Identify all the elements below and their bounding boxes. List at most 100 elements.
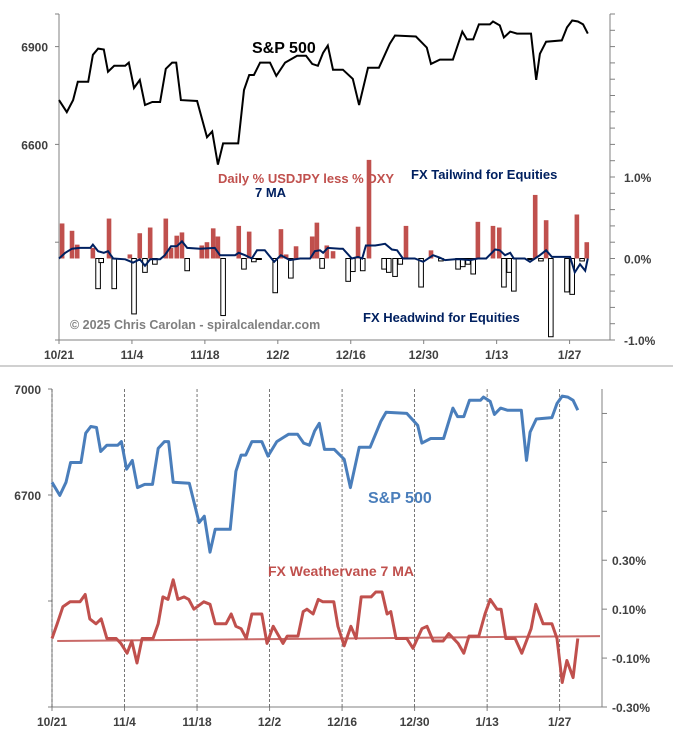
weathervane-line <box>50 578 580 684</box>
x-tick-label: 12/2 <box>266 348 290 362</box>
bar-negative <box>381 258 387 270</box>
sp500-label: S&P 500 <box>368 490 432 507</box>
bar-negative <box>470 258 476 275</box>
bar-negative <box>459 258 466 268</box>
ma-label: 7 MA <box>255 185 287 200</box>
bar-positive <box>330 251 336 259</box>
bar-negative <box>319 258 325 269</box>
bar-positive <box>236 225 242 259</box>
x-tick-label: 10/21 <box>44 348 74 362</box>
bar-positive <box>106 218 112 259</box>
bar-positive <box>278 229 284 259</box>
bar-negative <box>564 258 570 293</box>
bar-negative <box>251 258 257 263</box>
right-axis-label: 0.0% <box>624 253 652 267</box>
right-axis-label: 0.30% <box>612 554 646 568</box>
bar-negative <box>501 258 507 288</box>
bar-positive <box>403 225 409 259</box>
x-tick-label: 12/16 <box>327 715 357 729</box>
bar-positive <box>210 228 216 259</box>
left-axis-label: 6900 <box>21 41 48 55</box>
bar-negative <box>397 258 404 265</box>
bar-positive <box>366 159 372 259</box>
sp500-label: S&P 500 <box>252 40 316 57</box>
bar-negative <box>220 258 226 317</box>
x-tick-label: 1/13 <box>485 348 509 362</box>
bar-positive <box>324 245 330 259</box>
weathervane-label: FX Weathervane 7 MA <box>268 563 414 579</box>
bar-negative <box>538 258 544 262</box>
bar-positive <box>137 233 143 259</box>
bar-negative <box>350 258 356 273</box>
x-tick-label: 11/18 <box>182 715 212 729</box>
bar-positive <box>532 194 538 259</box>
bar-positive <box>543 220 549 259</box>
bar-negative <box>345 258 351 282</box>
bar-positive <box>574 214 580 259</box>
x-tick-label: 11/18 <box>190 348 220 362</box>
bar-positive <box>90 247 96 259</box>
bar-negative <box>465 258 471 265</box>
left-axis-label: 6700 <box>14 489 41 503</box>
bar-negative <box>111 258 118 290</box>
right-axis-label: -0.10% <box>612 652 650 666</box>
bar-negative <box>548 258 554 338</box>
bottom-chart: 10/21 11/4 11/18 12/2 12/16 12/30 1/13 1/27 7000… <box>14 383 650 729</box>
bar-positive <box>496 227 502 259</box>
x-tick-label: 1/27 <box>548 715 572 729</box>
bar-positive <box>475 221 481 259</box>
bar-positive <box>490 225 496 259</box>
x-tick-label: 1/13 <box>475 715 499 729</box>
x-tick-label: 1/27 <box>558 348 582 362</box>
headwind-label: FX Headwind for Equities <box>363 310 520 325</box>
x-tick-label: 12/30 <box>409 348 439 362</box>
bar-negative <box>579 258 585 262</box>
x-tick-label: 10/21 <box>37 715 67 729</box>
bar-negative <box>418 258 424 288</box>
sp500-line <box>58 19 589 165</box>
bar-negative <box>256 258 262 260</box>
bar-negative <box>569 258 575 295</box>
x-tick-label: 12/30 <box>400 715 430 729</box>
bar-positive <box>69 230 75 259</box>
bar-negative <box>385 258 392 273</box>
right-axis-label: -0.30% <box>612 701 650 715</box>
bar-negative <box>241 258 247 270</box>
bar-positive <box>355 226 361 259</box>
bar-negative <box>131 258 137 315</box>
x-tick-label: 12/2 <box>258 715 282 729</box>
bar-positive <box>428 250 434 259</box>
bar-positive <box>163 218 169 259</box>
tailwind-label: FX Tailwind for Equities <box>411 167 557 182</box>
left-axis-label: 6600 <box>21 138 48 152</box>
x-tick-label: 12/16 <box>336 348 366 362</box>
bar-negative <box>288 258 294 279</box>
bar-positive <box>293 246 299 259</box>
right-axis-label: 0.10% <box>612 603 646 617</box>
bar-positive <box>314 222 320 259</box>
bar-negative <box>506 258 512 273</box>
x-tick-label: 11/4 <box>121 348 144 362</box>
ma-line <box>58 239 589 275</box>
bar-positive <box>74 244 80 259</box>
bar-positive <box>283 254 289 259</box>
bar-negative <box>95 258 101 290</box>
bar-negative <box>392 258 398 277</box>
x-tick-label: 11/4 <box>113 715 136 729</box>
bar-positive <box>204 242 210 259</box>
bar-positive <box>215 236 221 259</box>
bar-positive <box>309 236 315 259</box>
bar-negative <box>184 258 190 272</box>
bar-positive <box>179 232 185 259</box>
bars-label: Daily % USDJPY less % DXY <box>218 171 394 186</box>
bar-positive <box>199 245 205 259</box>
bar-positive <box>584 242 590 259</box>
bar-negative <box>511 258 517 292</box>
bar-positive <box>246 231 252 259</box>
bar-negative <box>527 258 533 260</box>
bar-positive <box>147 227 153 259</box>
right-axis-label: -1.0% <box>624 334 656 348</box>
trendline <box>57 635 601 642</box>
bar-positive <box>168 247 174 259</box>
